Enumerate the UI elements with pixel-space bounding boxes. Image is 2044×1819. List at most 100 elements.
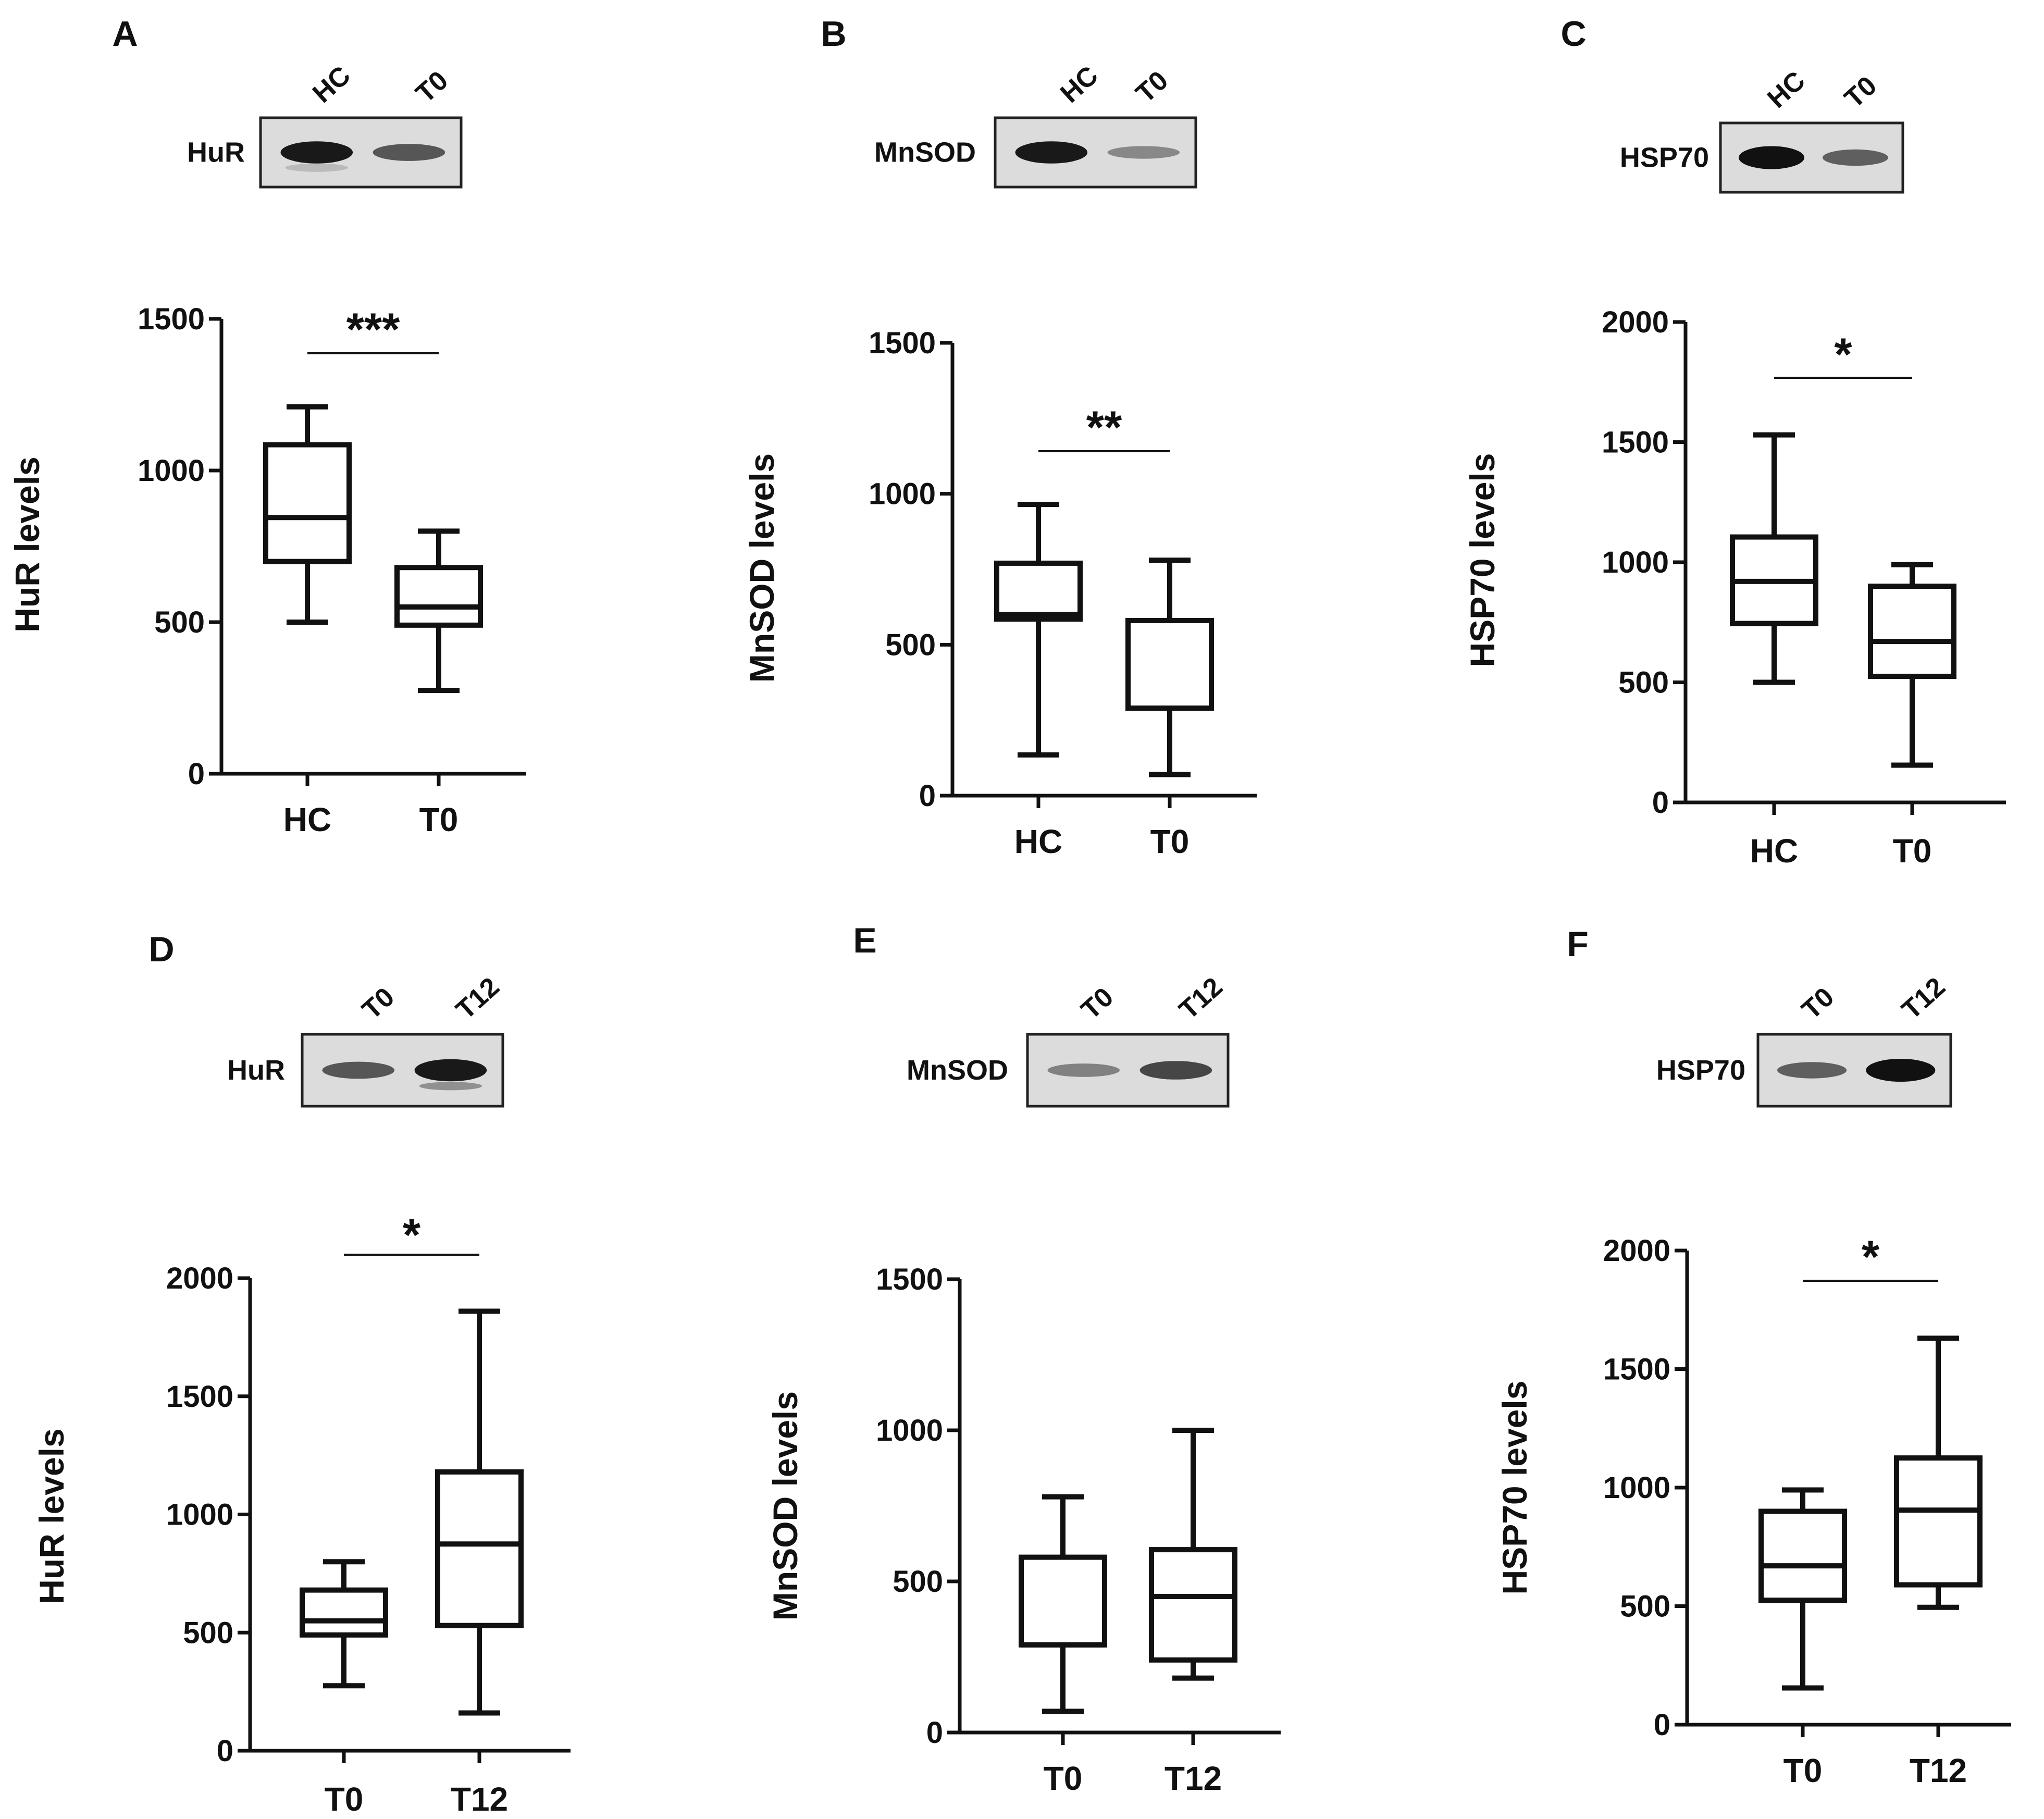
western-blot: [301, 1033, 504, 1108]
y-axis-title: MnSOD levels: [742, 453, 781, 683]
significance-label: ***: [346, 303, 400, 355]
panel-letter: C: [1560, 14, 1586, 54]
box-t0: [1125, 558, 1214, 777]
y-tick-label: 0: [217, 1734, 233, 1768]
blot-band: [1047, 1063, 1120, 1077]
panel-a: A HuR HC T0 0 500 1000 1500 HuR levels HC T0 ***: [8, 14, 526, 838]
y-axis-title: HSP70 levels: [1463, 453, 1502, 667]
blot-band: [322, 1061, 395, 1079]
y-tick-label: 500: [183, 1616, 233, 1650]
y-axis-title: HuR levels: [32, 1428, 71, 1604]
x-category-label: T0: [1783, 1752, 1823, 1789]
y-tick-label: 1500: [1603, 1353, 1670, 1387]
x-category-label: T0: [419, 801, 459, 838]
x-category-label: T0: [325, 1780, 364, 1818]
box-t12: [435, 1308, 524, 1716]
blot-band-lower: [419, 1082, 482, 1091]
blot-lane-label: T0: [356, 982, 400, 1025]
y-tick-label: 2000: [1603, 1234, 1670, 1268]
blot-band: [1777, 1062, 1847, 1079]
x-category-label: T12: [1910, 1752, 1967, 1789]
y-tick-label: 1500: [876, 1263, 943, 1296]
y-tick-label: 500: [893, 1565, 943, 1599]
panel-e: E MnSOD T0 T12 0 500 1000 1500 MnSOD levels T0 T12: [766, 921, 1281, 1797]
blot-protein-label: HSP70: [1620, 142, 1709, 174]
y-tick-label: 0: [919, 779, 936, 813]
y-tick-label: 2000: [166, 1261, 233, 1295]
western-blot: [259, 116, 463, 189]
blot-protein-label: MnSOD: [874, 137, 976, 168]
blot-band: [1739, 146, 1804, 169]
box-iqr: [1758, 1508, 1847, 1603]
box-iqr: [263, 442, 352, 564]
y-tick-label: 500: [1618, 666, 1669, 700]
box-t0: [394, 528, 483, 693]
panel-letter: F: [1567, 924, 1589, 964]
y-tick-label: 500: [885, 628, 936, 662]
panel-letter: D: [148, 930, 174, 969]
x-category-label: HC: [1014, 823, 1062, 860]
y-tick-label: 1000: [166, 1498, 233, 1532]
y-axis-title: MnSOD levels: [766, 1391, 804, 1620]
blot-lane-label: T12: [1173, 972, 1228, 1025]
x-category-label: T12: [1165, 1760, 1222, 1797]
blot-band: [373, 144, 445, 161]
y-tick-label: 0: [188, 757, 205, 791]
y-tick-label: 0: [1654, 1708, 1670, 1742]
y-tick-label: 1000: [869, 477, 936, 511]
significance-label: *: [403, 1209, 421, 1260]
blot-lane-label: T12: [450, 972, 505, 1025]
box-t0: [1868, 562, 1956, 768]
box-hc: [263, 404, 352, 625]
box-t0: [1019, 1494, 1107, 1714]
x-category-label: HC: [283, 801, 331, 838]
y-tick-label: 1000: [1602, 546, 1669, 579]
blot-lane-label: T12: [1896, 972, 1951, 1025]
western-blot: [1756, 1033, 1952, 1108]
y-tick-label: 500: [154, 605, 205, 639]
panel-letter: B: [821, 14, 846, 54]
box-t0: [300, 1559, 388, 1689]
blot-lane-label: HC: [307, 60, 356, 109]
blot-lane-label: HC: [1762, 66, 1811, 114]
box-t0: [1758, 1487, 1847, 1691]
box-iqr: [994, 560, 1083, 622]
x-category-label: HC: [1750, 832, 1798, 870]
panel-c: C HSP70 HC T0 0 500 1000 1500 2000 HSP70 levels HC…: [1463, 14, 2006, 870]
box-iqr: [1125, 617, 1214, 711]
blot-band: [1015, 141, 1088, 164]
panel-b: B MnSOD HC T0 0 500 1000 1500 MnSOD levels HC T0 **: [742, 14, 1257, 860]
blot-lane-label: T0: [1839, 70, 1882, 114]
box-t12: [1149, 1428, 1237, 1681]
x-category-label: T0: [1893, 832, 1932, 870]
y-tick-label: 1000: [1603, 1471, 1670, 1505]
panel-f: F HSP70 T0 T12 0 500 1000 1500 2000 HSP70 levels T…: [1495, 924, 2011, 1789]
blot-lane-label: T0: [1075, 982, 1119, 1025]
blot-lane-label: T0: [1130, 65, 1174, 109]
y-axis-title: HSP70 levels: [1495, 1381, 1534, 1595]
western-blot: [1719, 121, 1904, 194]
box-iqr: [435, 1469, 524, 1628]
blot-band: [280, 141, 353, 164]
box-hc: [1730, 432, 1818, 685]
x-category-label: T0: [1044, 1760, 1083, 1797]
y-axis-title: HuR levels: [8, 456, 46, 632]
box-iqr: [1894, 1455, 1983, 1588]
blot-protein-label: HuR: [187, 137, 245, 168]
y-tick-label: 500: [1620, 1590, 1670, 1624]
y-tick-label: 2000: [1602, 305, 1669, 339]
y-tick-label: 1500: [869, 326, 936, 360]
panel-d: D HuR T0 T12 0 500 1000 1500 2000 HuR levels T0 T12…: [32, 930, 571, 1818]
y-tick-label: 1500: [138, 302, 205, 336]
box-iqr: [394, 565, 483, 628]
y-tick-label: 0: [1652, 786, 1669, 820]
blot-band-lower: [285, 163, 349, 172]
y-tick-label: 0: [926, 1716, 943, 1750]
panel-letter: E: [853, 921, 876, 960]
y-tick-label: 1500: [1602, 426, 1669, 460]
blot-band: [1107, 146, 1180, 159]
blot-protein-label: HSP70: [1656, 1055, 1745, 1086]
blot-band: [1866, 1059, 1936, 1082]
box-iqr: [1868, 584, 1956, 679]
